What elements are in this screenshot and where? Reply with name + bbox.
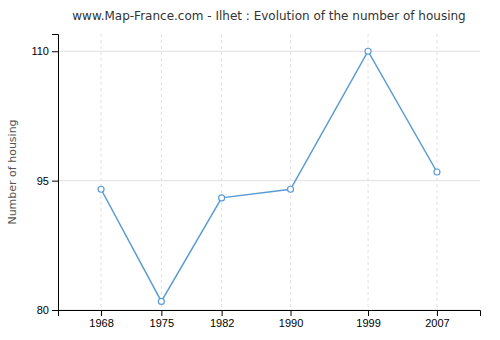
point bbox=[98, 186, 104, 192]
grid-line bbox=[58, 180, 480, 181]
tick-label: 1990 bbox=[279, 317, 303, 329]
x-axis: 1968 1975 1982 1990 1999 2007 bbox=[59, 310, 481, 329]
tick-label: 1982 bbox=[210, 317, 234, 329]
tick-label: 95 bbox=[37, 175, 49, 187]
y-axis: 80 95 110 bbox=[31, 35, 58, 317]
tick-mark bbox=[101, 310, 102, 316]
tick-mark bbox=[222, 310, 223, 316]
chart: 1968 1975 1982 1990 1999 2007 80 95 110 www.Map-F… bbox=[0, 0, 500, 340]
tick-mark bbox=[52, 51, 58, 52]
tick-mark bbox=[368, 310, 369, 316]
tick-label: 2007 bbox=[425, 317, 449, 329]
grid-line bbox=[161, 34, 162, 310]
tick: 2007 bbox=[425, 310, 449, 329]
tick-mark bbox=[52, 181, 58, 182]
tick-label: 1975 bbox=[150, 317, 174, 329]
point bbox=[219, 195, 225, 201]
tick-label: 1968 bbox=[89, 317, 113, 329]
tick: 110 bbox=[31, 45, 58, 57]
tick-mark bbox=[161, 310, 162, 316]
axis-line bbox=[59, 311, 481, 317]
y-axis-label: Number of housing bbox=[6, 119, 19, 224]
tick: 80 bbox=[37, 304, 58, 316]
tick-mark bbox=[291, 310, 292, 316]
point bbox=[365, 48, 371, 54]
grid-line bbox=[368, 34, 369, 310]
series bbox=[98, 48, 440, 304]
point bbox=[158, 298, 164, 304]
axis-line bbox=[52, 35, 59, 311]
tick-label: 110 bbox=[31, 45, 49, 57]
tick: 1968 bbox=[89, 310, 113, 329]
grid-line bbox=[101, 34, 102, 310]
plot-area: 1968 1975 1982 1990 1999 2007 80 95 110 bbox=[31, 34, 480, 329]
line bbox=[101, 51, 437, 301]
point bbox=[288, 186, 294, 192]
tick-mark bbox=[437, 310, 438, 316]
grid-line bbox=[58, 51, 480, 52]
tick: 95 bbox=[37, 175, 58, 187]
tick: 1975 bbox=[150, 310, 174, 329]
title: www.Map-France.com - Ilhet : Evolution o… bbox=[72, 9, 465, 23]
tick: 1990 bbox=[279, 310, 303, 329]
grid-line bbox=[290, 34, 291, 310]
tick: 1982 bbox=[210, 310, 234, 329]
grid-line bbox=[221, 34, 222, 310]
tick-label: 1999 bbox=[356, 317, 380, 329]
grid bbox=[58, 34, 480, 310]
tick-mark bbox=[52, 310, 58, 311]
point bbox=[434, 169, 440, 175]
tick: 1999 bbox=[356, 310, 380, 329]
tick-label: 80 bbox=[37, 304, 49, 316]
